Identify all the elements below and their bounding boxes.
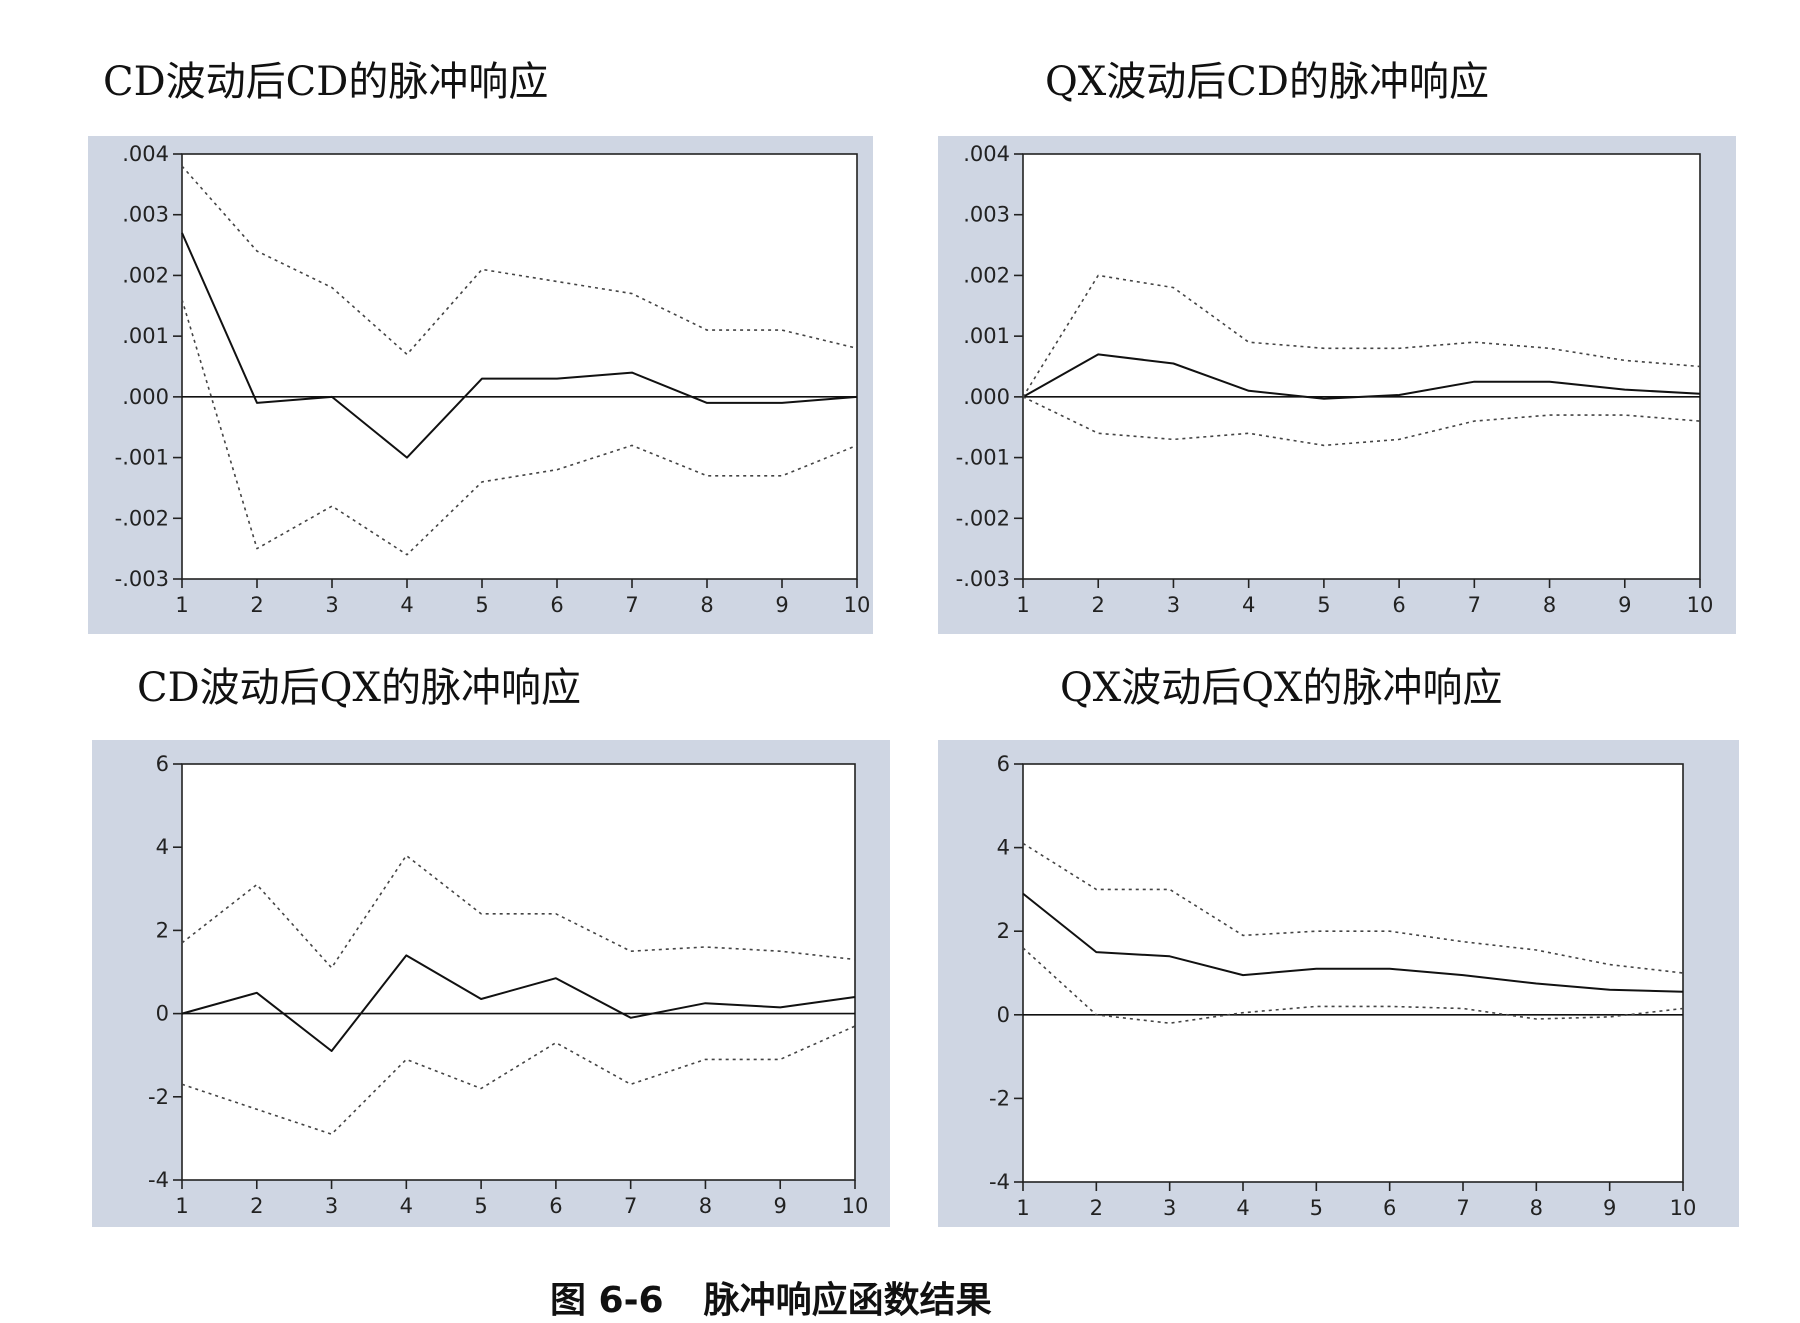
y-tick-label: .000 xyxy=(122,385,169,409)
upper-band-line xyxy=(181,165,858,356)
chart-title-2: QX波动后CD的脉冲响应 xyxy=(1045,59,1489,105)
figure-caption: 图 6-6 脉冲响应函数结果 xyxy=(550,1283,992,1319)
y-tick-label: .003 xyxy=(963,203,1010,227)
y-tick-label: .001 xyxy=(122,324,169,348)
x-tick-label: 5 xyxy=(474,1194,487,1218)
figure-number: 图 6-6 xyxy=(550,1280,664,1321)
response-line xyxy=(181,954,856,1052)
chart-2: -.003 -.002 -.001 .000 .001 .002 .003 .004 1 2 3 4 5… xyxy=(956,142,1714,617)
x-tick-label: 2 xyxy=(250,1194,263,1218)
y-tick-label: -.002 xyxy=(956,506,1010,530)
lower-band-line xyxy=(181,1025,856,1136)
chart-title-3: CD波动后QX的脉冲响应 xyxy=(137,665,581,711)
x-tick-label: 5 xyxy=(1310,1196,1323,1220)
upper-band-line xyxy=(181,854,856,969)
x-tick-label: 2 xyxy=(250,593,263,617)
response-line xyxy=(181,232,858,459)
y-tick-label: 2 xyxy=(156,918,169,942)
x-tick-label: 2 xyxy=(1092,593,1105,617)
lower-band-line xyxy=(181,299,858,556)
y-tick-label: -.001 xyxy=(115,446,169,470)
y-tick-label: 0 xyxy=(156,1002,169,1026)
x-tick-label: 10 xyxy=(842,1194,869,1218)
x-tick-label: 6 xyxy=(1392,593,1405,617)
chart-4: -4 -2 0 2 4 6 1 2 3 4 5 6 7 8 9 10 xyxy=(989,752,1696,1220)
x-tick-label: 7 xyxy=(1456,1196,1469,1220)
x-tick-label: 3 xyxy=(1167,593,1180,617)
x-tick-label: 4 xyxy=(1236,1196,1249,1220)
y-tick-label: .002 xyxy=(963,263,1010,287)
x-tick-label: 6 xyxy=(550,593,563,617)
y-tick-label: .000 xyxy=(963,385,1010,409)
x-tick-label: 8 xyxy=(700,593,713,617)
x-tick-label: 6 xyxy=(549,1194,562,1218)
x-tick-label: 5 xyxy=(1317,593,1330,617)
x-tick-label: 1 xyxy=(175,1194,188,1218)
chart-3: -4 -2 0 2 4 6 1 2 3 4 5 6 7 8 9 10 xyxy=(148,752,868,1218)
y-tick-label: 0 xyxy=(997,1003,1010,1027)
y-tick-label: 4 xyxy=(156,835,169,859)
plot-area xyxy=(1022,153,1701,580)
x-tick-label: 8 xyxy=(699,1194,712,1218)
plot-area xyxy=(1022,763,1684,1183)
x-tick-label: 10 xyxy=(1687,593,1714,617)
y-tick-label: .001 xyxy=(963,324,1010,348)
x-tick-label: 6 xyxy=(1383,1196,1396,1220)
x-tick-label: 4 xyxy=(400,593,413,617)
y-tick-label: -.001 xyxy=(956,446,1010,470)
y-tick-label: .003 xyxy=(122,203,169,227)
x-tick-label: 8 xyxy=(1530,1196,1543,1220)
lower-band-line xyxy=(1022,396,1701,447)
x-tick-label: 3 xyxy=(1163,1196,1176,1220)
x-tick-label: 7 xyxy=(625,593,638,617)
y-tick-label: 6 xyxy=(156,752,169,776)
plot-area xyxy=(181,153,858,580)
x-tick-label: 7 xyxy=(624,1194,637,1218)
x-tick-label: 1 xyxy=(1016,1196,1029,1220)
y-tick-label: -.003 xyxy=(956,567,1010,591)
x-tick-label: 9 xyxy=(1618,593,1631,617)
x-tick-label: 8 xyxy=(1543,593,1556,617)
x-tick-label: 3 xyxy=(325,593,338,617)
chart-title-4: QX波动后QX的脉冲响应 xyxy=(1060,665,1503,711)
y-tick-label: .002 xyxy=(122,263,169,287)
x-tick-label: 4 xyxy=(400,1194,413,1218)
y-tick-label: -.003 xyxy=(115,567,169,591)
x-tick-label: 2 xyxy=(1090,1196,1103,1220)
y-tick-label: -2 xyxy=(148,1085,169,1109)
response-line xyxy=(1022,353,1701,400)
y-tick-label: -4 xyxy=(989,1170,1010,1194)
x-tick-label: 1 xyxy=(175,593,188,617)
y-tick-label: 6 xyxy=(997,752,1010,776)
y-tick-label: 4 xyxy=(997,836,1010,860)
y-tick-label: 2 xyxy=(997,919,1010,943)
x-tick-label: 9 xyxy=(775,593,788,617)
x-tick-label: 10 xyxy=(844,593,871,617)
lower-band-line xyxy=(1022,947,1684,1025)
plot-area xyxy=(181,763,856,1181)
y-tick-label: .004 xyxy=(122,142,169,166)
x-tick-label: 4 xyxy=(1242,593,1255,617)
figure-caption-text: 脉冲响应函数结果 xyxy=(703,1280,992,1321)
response-line xyxy=(1022,892,1684,993)
y-tick-label: -4 xyxy=(148,1168,169,1192)
x-tick-label: 7 xyxy=(1468,593,1481,617)
y-tick-label: .004 xyxy=(963,142,1010,166)
y-tick-label: -2 xyxy=(989,1086,1010,1110)
upper-band-line xyxy=(1022,274,1701,398)
chart-1: -.003 -.002 -.001 .000 .001 .002 .003 .004 1 2 3 4 5… xyxy=(115,142,871,617)
x-tick-label: 10 xyxy=(1670,1196,1697,1220)
chart-title-1: CD波动后CD的脉冲响应 xyxy=(103,59,549,105)
x-tick-label: 1 xyxy=(1016,593,1029,617)
x-tick-label: 9 xyxy=(1603,1196,1616,1220)
x-tick-label: 5 xyxy=(475,593,488,617)
x-tick-label: 3 xyxy=(325,1194,338,1218)
x-tick-label: 9 xyxy=(774,1194,787,1218)
y-tick-label: -.002 xyxy=(115,506,169,530)
